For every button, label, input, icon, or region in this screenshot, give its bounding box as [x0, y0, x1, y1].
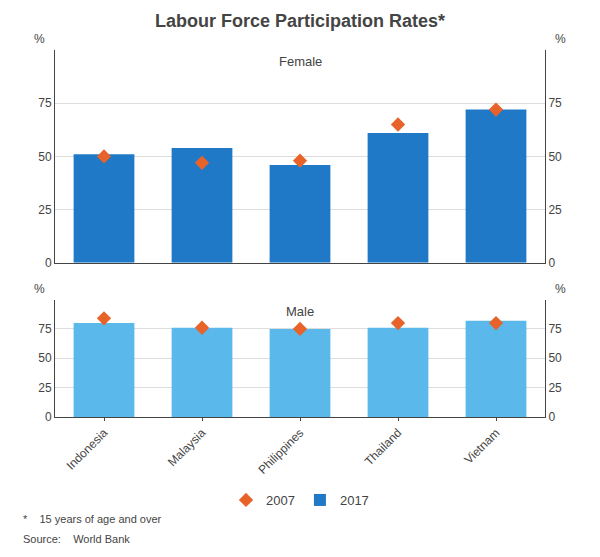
svg-text:%: % — [555, 32, 566, 46]
svg-text:0: 0 — [548, 410, 555, 424]
svg-text:Labour Force Participation Rat: Labour Force Participation Rates* — [155, 11, 445, 31]
svg-text:2007: 2007 — [266, 493, 295, 508]
svg-text:%: % — [34, 32, 45, 46]
svg-text:Indonesia: Indonesia — [64, 426, 111, 473]
svg-text:50: 50 — [38, 150, 52, 164]
svg-text:Malaysia: Malaysia — [165, 426, 209, 470]
svg-text:75: 75 — [548, 322, 562, 336]
svg-text:50: 50 — [548, 351, 562, 365]
svg-text:Vietnam: Vietnam — [461, 426, 502, 467]
svg-text:50: 50 — [38, 351, 52, 365]
svg-text:2017: 2017 — [340, 493, 369, 508]
svg-text:75: 75 — [38, 96, 52, 110]
svg-text:Thailand: Thailand — [362, 426, 404, 468]
svg-text:Source: World Bank: Source: World Bank — [23, 533, 130, 545]
svg-text:* 15 years of age and over: * 15 years of age and over — [23, 513, 162, 525]
svg-text:25: 25 — [38, 203, 52, 217]
svg-text:0: 0 — [548, 256, 555, 270]
svg-text:%: % — [555, 282, 566, 296]
svg-text:75: 75 — [548, 96, 562, 110]
svg-text:25: 25 — [548, 203, 562, 217]
svg-text:Philippines: Philippines — [255, 426, 306, 477]
svg-text:75: 75 — [38, 322, 52, 336]
svg-text:25: 25 — [548, 381, 562, 395]
svg-text:Male: Male — [286, 304, 314, 319]
svg-text:25: 25 — [38, 381, 52, 395]
svg-text:50: 50 — [548, 150, 562, 164]
svg-text:0: 0 — [45, 410, 52, 424]
svg-text:%: % — [34, 282, 45, 296]
svg-text:Female: Female — [279, 54, 322, 69]
svg-text:0: 0 — [45, 256, 52, 270]
